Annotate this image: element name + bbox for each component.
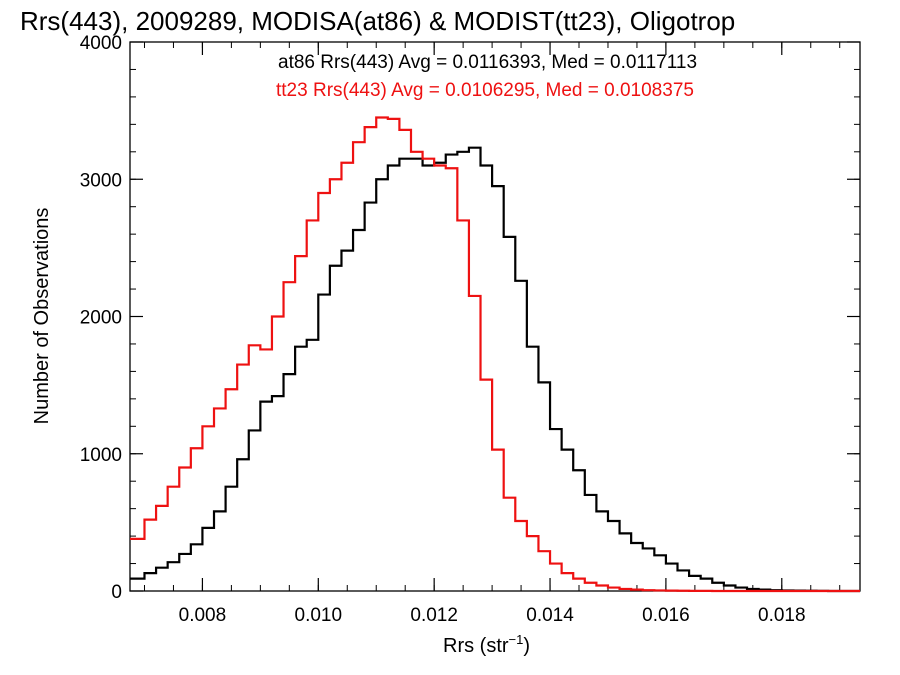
y-tick-label: 3000 xyxy=(80,170,122,191)
series-layer xyxy=(130,116,860,593)
y-tick-label: 4000 xyxy=(80,33,122,54)
x-tick-label: 0.014 xyxy=(526,605,574,626)
x-tick-label: 0.008 xyxy=(179,605,227,626)
x-axis-label-main: Rrs (str xyxy=(443,635,509,657)
y-tick-label: 1000 xyxy=(80,445,122,466)
annotation-tt23: tt23 Rrs(443) Avg = 0.0106295, Med = 0.0… xyxy=(276,80,694,101)
y-axis: 0 1000 2000 3000 4000 xyxy=(80,33,860,603)
y-tick-label: 2000 xyxy=(80,308,122,329)
x-tick-label: 0.018 xyxy=(758,605,806,626)
annotation-at86: at86 Rrs(443) Avg = 0.0116393, Med = 0.0… xyxy=(278,52,697,73)
x-tick-label: 0.012 xyxy=(410,605,458,626)
x-tick-label: 0.010 xyxy=(295,605,343,626)
plot-frame xyxy=(129,41,861,592)
x-axis-label: Rrs (str−1) xyxy=(443,632,530,657)
series-line-tt23 xyxy=(130,116,860,593)
chart-title: Rrs(443), 2009289, MODISA(at86) & MODIST… xyxy=(20,6,735,36)
x-axis-label-close: ) xyxy=(523,635,530,657)
x-tick-label: 0.016 xyxy=(642,605,690,626)
y-tick-label: 0 xyxy=(111,582,122,603)
y-axis-label: Number of Observations xyxy=(31,208,53,425)
x-axis: 0.008 0.010 0.012 0.014 0.016 0.018 xyxy=(143,42,841,626)
x-axis-label-superscript: −1 xyxy=(509,632,524,647)
series-line-at86 xyxy=(130,146,860,593)
